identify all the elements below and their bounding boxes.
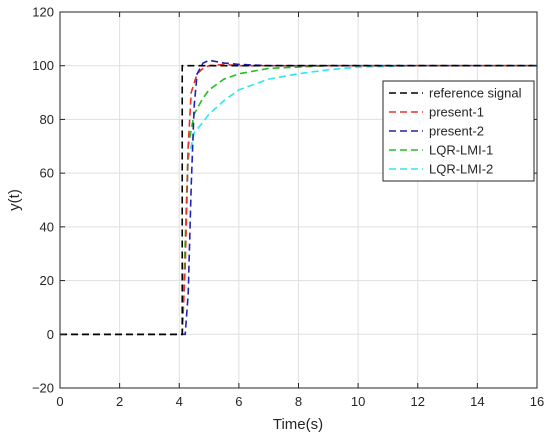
y-tick-label: 20 [40, 273, 54, 288]
x-tick-label: 14 [470, 394, 484, 409]
x-tick-label: 0 [56, 394, 63, 409]
y-tick-label: 80 [40, 112, 54, 127]
x-axis-label: Time(s) [273, 416, 323, 433]
legend-label: present-1 [429, 105, 484, 120]
x-tick-label: 6 [235, 394, 242, 409]
legend-label: present-2 [429, 124, 484, 139]
y-tick-label: −20 [32, 381, 54, 396]
y-tick-label: 40 [40, 219, 54, 234]
x-tick-label: 8 [295, 394, 302, 409]
y-axis-label: y(t) [6, 189, 23, 211]
y-tick-label: 60 [40, 166, 54, 181]
y-tick-label: 120 [32, 5, 54, 20]
x-tick-label: 10 [351, 394, 365, 409]
legend-box [382, 80, 535, 182]
series-line-reference-signal [60, 64, 537, 336]
y-tick-label: 100 [32, 58, 54, 73]
legend-label: reference signal [429, 86, 522, 101]
legend-label: LQR-LMI-1 [429, 143, 493, 158]
x-tick-label: 4 [176, 394, 183, 409]
series-group [60, 59, 537, 336]
x-tick-label: 2 [116, 394, 123, 409]
legend-label: LQR-LMI-2 [429, 162, 493, 177]
legend: reference signal present-1 present-2 LQR-LM… [382, 80, 535, 182]
x-tick-label: 16 [530, 394, 544, 409]
y-tick-label: 0 [47, 327, 54, 342]
x-tick-label: 12 [411, 394, 425, 409]
